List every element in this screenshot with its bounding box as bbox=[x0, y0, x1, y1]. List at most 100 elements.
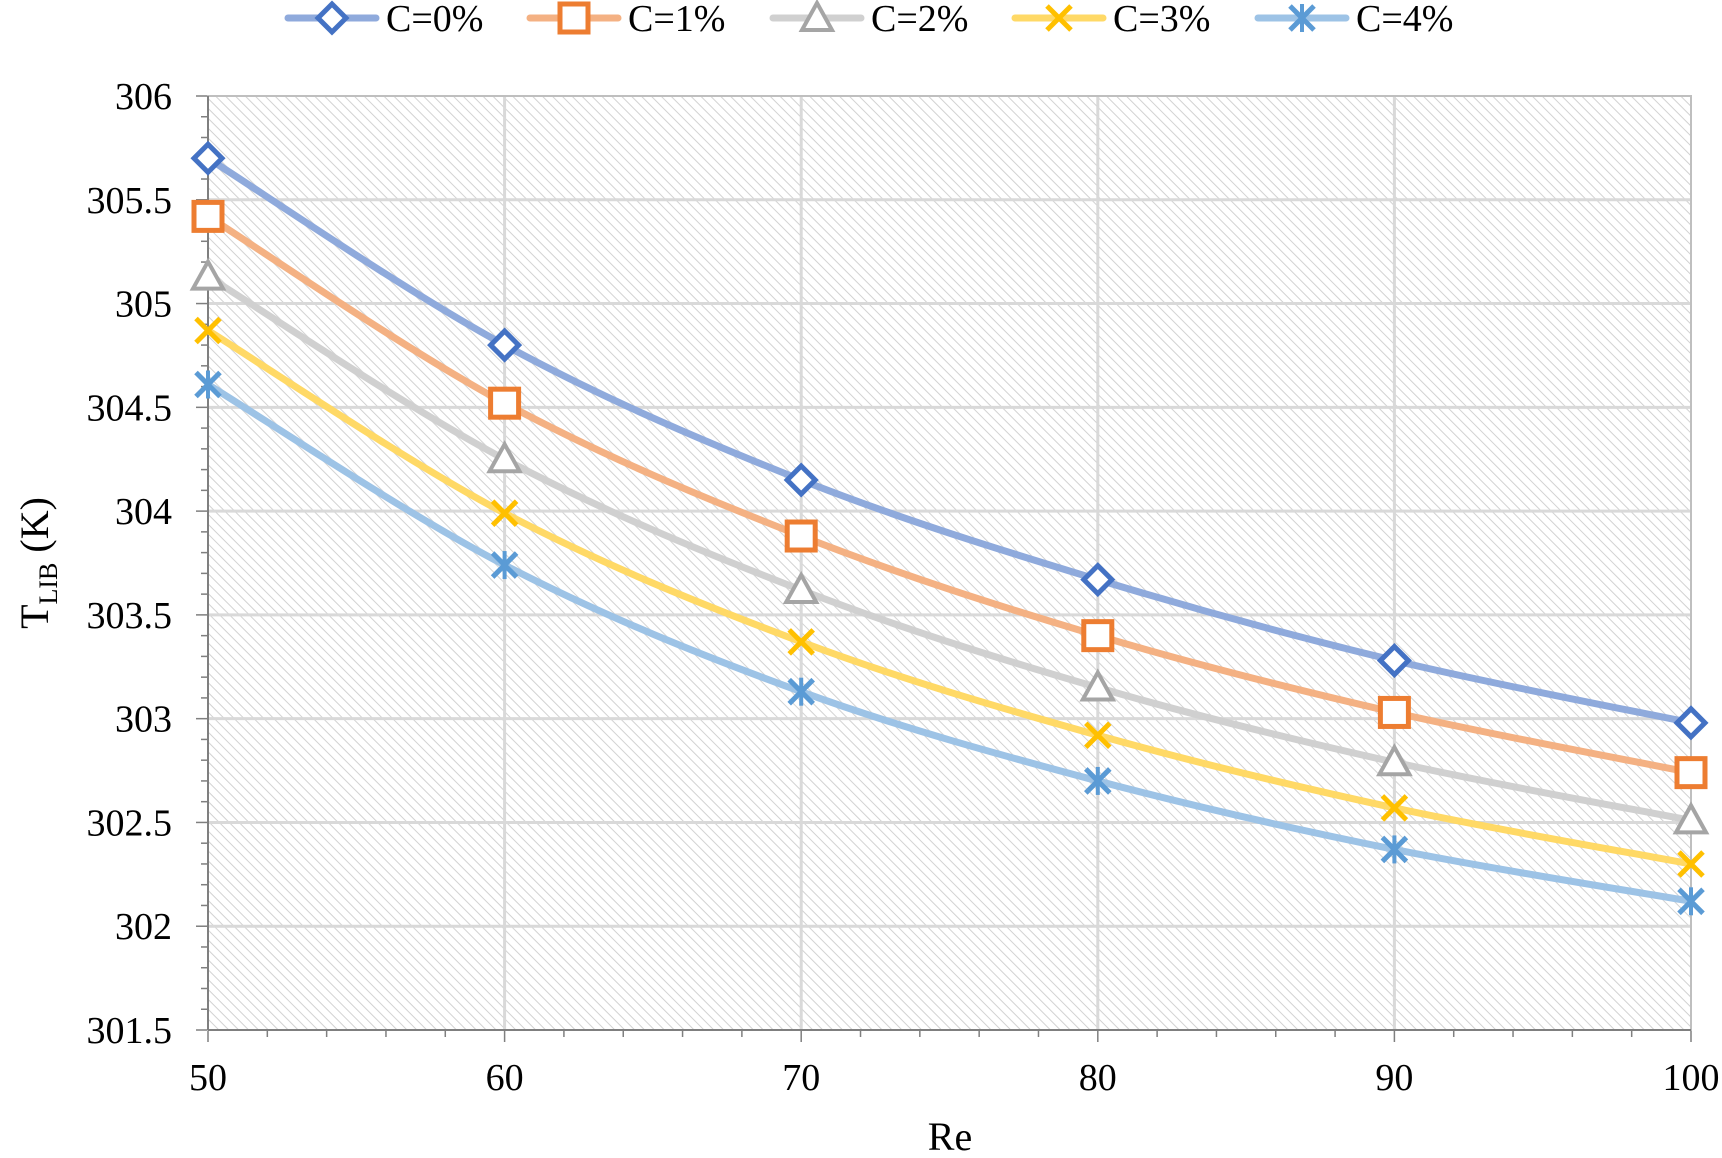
data-point-c-2-shape bbox=[1376, 743, 1413, 777]
data-point-c-4 bbox=[1380, 835, 1409, 864]
series-line-c-3 bbox=[204, 327, 1695, 868]
legend-marker-shape bbox=[314, 0, 350, 36]
data-point-c-4 bbox=[1084, 766, 1112, 795]
legend-item-c-1: C=1% bbox=[526, 0, 725, 40]
data-point-c-2-shape bbox=[486, 440, 523, 474]
data-point-c-1-shape bbox=[784, 519, 818, 553]
data-point-c-3-stroke bbox=[1084, 721, 1112, 750]
data-point-c-2 bbox=[1079, 668, 1117, 702]
data-point-c-3 bbox=[194, 316, 222, 345]
data-point-c-1 bbox=[1377, 695, 1411, 729]
data-point-c-2-shape bbox=[189, 257, 227, 291]
data-point-c-1 bbox=[784, 519, 818, 553]
data-point-c-1-shape bbox=[1674, 756, 1708, 790]
data-point-c-0 bbox=[783, 462, 819, 498]
y-axis-title-unit: (K) bbox=[12, 497, 57, 563]
y-tick-label: 304 bbox=[115, 491, 172, 533]
legend-label: C=2% bbox=[871, 0, 968, 40]
legend-marker bbox=[1045, 4, 1073, 32]
data-point-c-2-shape bbox=[1672, 801, 1710, 835]
data-point-c-1 bbox=[1674, 756, 1708, 790]
x-tick-label: 70 bbox=[782, 1057, 820, 1099]
y-tick-label: 305.5 bbox=[87, 180, 173, 222]
y-tick-label: 301.5 bbox=[87, 1010, 173, 1052]
series-c-1 bbox=[191, 199, 1708, 790]
plot-area-background bbox=[208, 96, 1691, 1030]
data-point-c-0-shape bbox=[1673, 705, 1709, 741]
y-tick-label: 305 bbox=[115, 284, 172, 326]
data-point-c-0-shape bbox=[1080, 562, 1116, 598]
x-tick-label: 60 bbox=[486, 1057, 524, 1099]
data-point-c-2 bbox=[486, 440, 523, 474]
series-line-c-2 bbox=[204, 273, 1695, 824]
legend-item-c-3: C=3% bbox=[1011, 0, 1210, 40]
gridlines bbox=[208, 96, 1691, 1030]
data-point-c-3 bbox=[1677, 850, 1705, 878]
y-axis-title-main: T bbox=[12, 604, 57, 628]
data-point-c-2 bbox=[782, 570, 820, 604]
series-layer bbox=[189, 140, 1710, 916]
legend-marker bbox=[798, 0, 836, 32]
series-c-0 bbox=[190, 140, 1709, 741]
y-tick-label: 302.5 bbox=[87, 802, 173, 844]
data-point-c-0-shape bbox=[190, 140, 226, 176]
y-tick-label: 302 bbox=[115, 906, 172, 948]
data-point-c-2 bbox=[1672, 801, 1710, 835]
data-point-c-2-shape bbox=[782, 570, 820, 604]
data-point-c-1 bbox=[1081, 619, 1115, 653]
legend-marker bbox=[557, 1, 591, 35]
x-tick-label: 50 bbox=[189, 1057, 227, 1099]
data-point-c-3-stroke bbox=[1380, 794, 1409, 822]
y-tick-label: 303.5 bbox=[87, 595, 173, 637]
data-point-c-4 bbox=[787, 677, 815, 706]
data-point-c-3-stroke bbox=[490, 499, 519, 527]
legend-item-c-2: C=2% bbox=[769, 0, 968, 40]
x-axis-title: Re bbox=[928, 1114, 972, 1158]
legend-marker-shape bbox=[798, 0, 836, 32]
data-point-c-4 bbox=[194, 370, 222, 399]
data-point-c-0 bbox=[487, 327, 523, 363]
legend: C=0% C=1% C=2% C=3% C=4% bbox=[284, 0, 1453, 40]
data-point-c-1-shape bbox=[1081, 619, 1115, 653]
legend-marker bbox=[314, 0, 350, 36]
data-point-c-1-shape bbox=[191, 199, 225, 233]
data-point-c-0-shape bbox=[783, 462, 819, 498]
x-tick-label: 80 bbox=[1079, 1057, 1117, 1099]
data-point-c-0 bbox=[1673, 705, 1709, 741]
x-tick-label: 90 bbox=[1375, 1057, 1413, 1099]
series-line-c-1 bbox=[204, 212, 1695, 777]
data-point-c-4 bbox=[490, 551, 519, 580]
data-point-c-0-shape bbox=[487, 327, 523, 363]
series-line-c-4 bbox=[204, 381, 1695, 905]
data-point-c-1 bbox=[488, 386, 522, 420]
data-point-c-0-shape bbox=[1376, 643, 1412, 679]
legend-marker bbox=[1288, 4, 1316, 32]
data-point-c-3 bbox=[490, 499, 519, 527]
data-point-c-2 bbox=[1376, 743, 1413, 777]
legend-item-c-4: C=4% bbox=[1254, 0, 1453, 40]
data-point-c-3-stroke bbox=[1677, 850, 1705, 878]
data-point-c-3 bbox=[1380, 794, 1409, 822]
x-tick-label: 100 bbox=[1663, 1057, 1720, 1099]
data-point-c-2-shape bbox=[1079, 668, 1117, 702]
series-c-2 bbox=[189, 257, 1710, 835]
legend-label: C=0% bbox=[386, 0, 483, 40]
legend-marker-shape bbox=[557, 1, 591, 35]
data-point-c-2 bbox=[189, 257, 227, 291]
legend-marker-stroke bbox=[1045, 4, 1073, 32]
data-point-c-0 bbox=[190, 140, 226, 176]
legend-item-c-0: C=0% bbox=[284, 0, 483, 40]
axes: 301.5 302 302.5 303 303.5 304 304.5 305 305.5 306… bbox=[87, 76, 1720, 1099]
data-point-c-1-shape bbox=[1377, 695, 1411, 729]
data-point-c-3-stroke bbox=[787, 628, 815, 656]
y-tick-label: 306 bbox=[115, 76, 172, 118]
series-c-4 bbox=[194, 370, 1705, 916]
data-point-c-1 bbox=[191, 199, 225, 233]
y-tick-label: 303 bbox=[115, 699, 172, 741]
data-point-c-3 bbox=[787, 628, 815, 656]
legend-label: C=1% bbox=[628, 0, 725, 40]
data-point-c-0 bbox=[1080, 562, 1116, 598]
y-tick-label: 304.5 bbox=[87, 387, 173, 429]
data-point-c-0 bbox=[1376, 643, 1412, 679]
